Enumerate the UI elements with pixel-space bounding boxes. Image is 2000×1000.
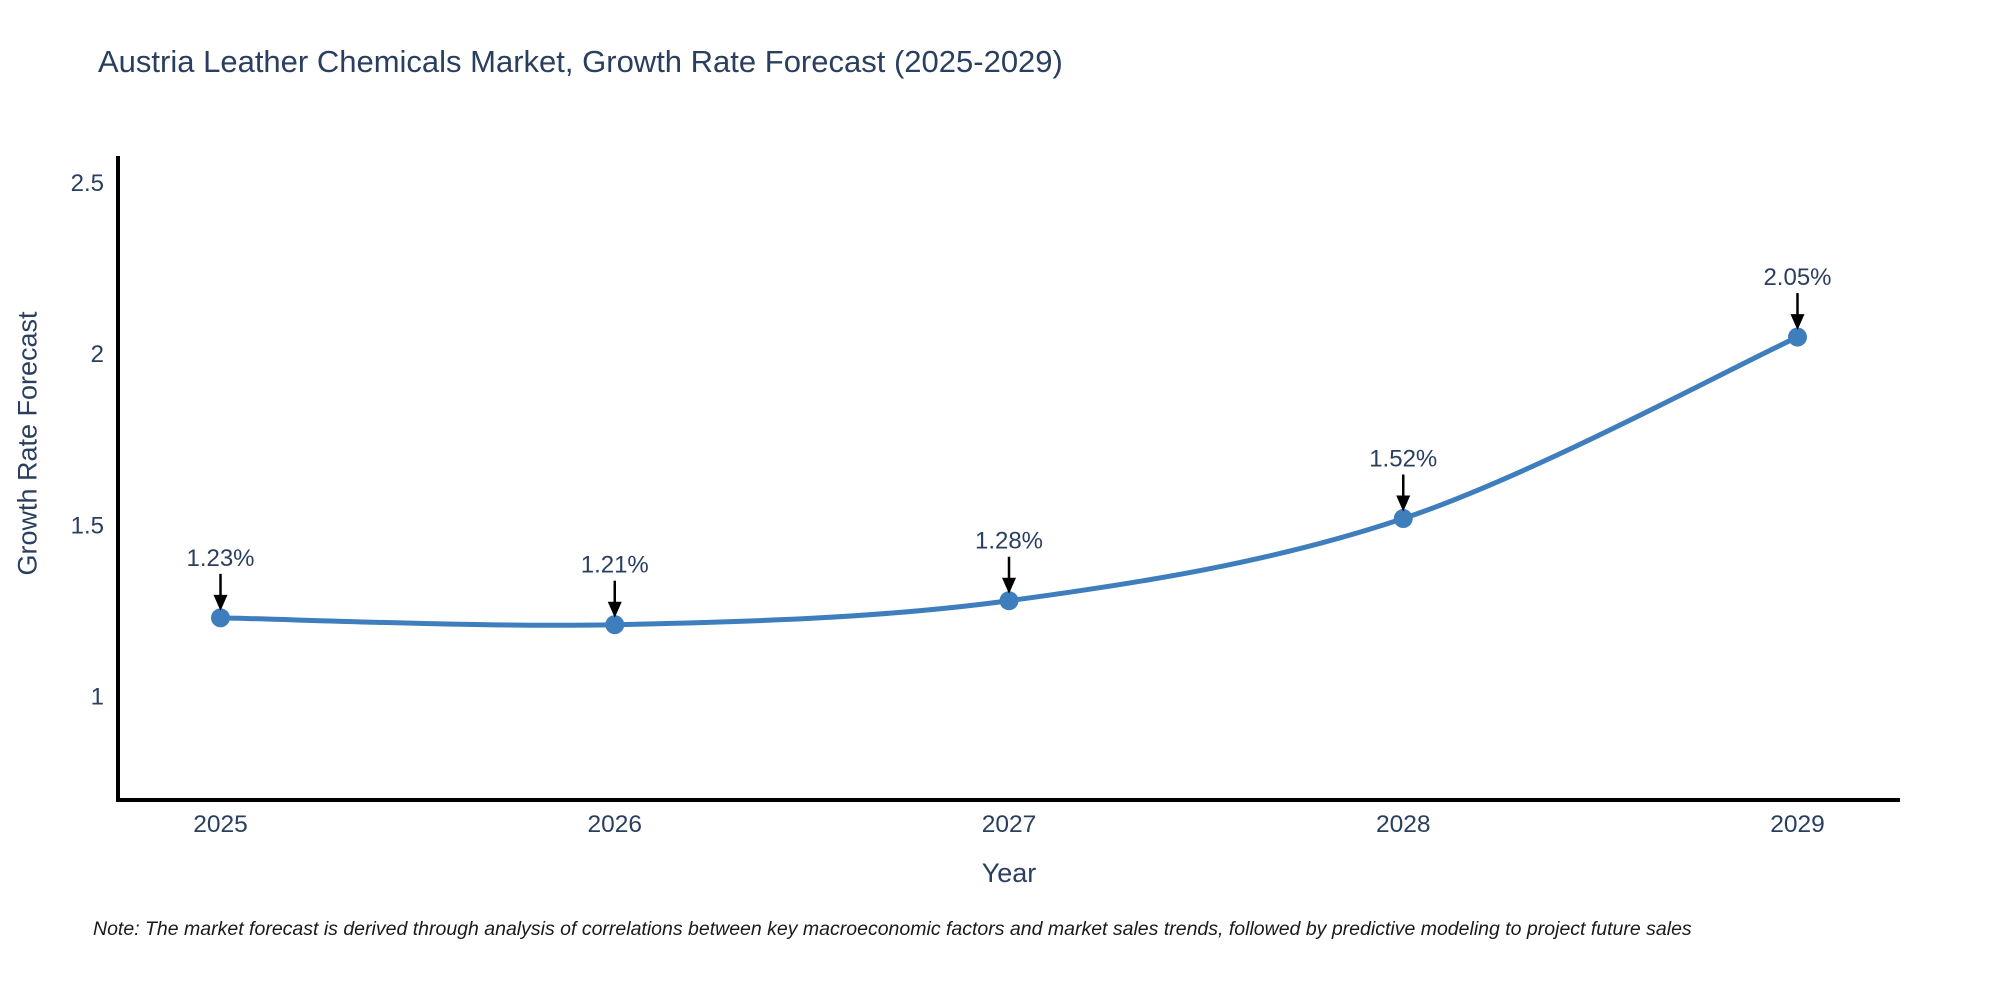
- annotation-arrowhead-icon: [1396, 495, 1411, 512]
- x-axis-title: Year: [981, 858, 1037, 888]
- x-tick-label: 2026: [587, 811, 642, 838]
- y-tick-label: 2.5: [71, 170, 104, 197]
- y-tick-label: 1: [91, 684, 104, 711]
- x-tick-label: 2027: [982, 811, 1037, 838]
- annotation-arrowhead-icon: [1790, 314, 1805, 331]
- annotation-arrowhead-icon: [1002, 577, 1016, 594]
- data-point-2026[interactable]: [605, 615, 625, 635]
- x-tick-label: 2028: [1376, 811, 1431, 838]
- annotation-label: 1.28%: [975, 528, 1043, 555]
- annotation-arrowhead-icon: [607, 601, 622, 618]
- y-tick-label: 1.5: [71, 512, 104, 539]
- data-point-2027[interactable]: [999, 591, 1019, 611]
- y-axis-title: Growth Rate Forecast: [12, 311, 43, 576]
- data-point-2025[interactable]: [211, 608, 231, 628]
- chart-title: Austria Leather Chemicals Market, Growth…: [98, 44, 1063, 79]
- footnote: Note: The market forecast is derived thr…: [93, 918, 1692, 940]
- annotation-label: 1.21%: [581, 552, 649, 579]
- data-point-2028[interactable]: [1393, 509, 1413, 529]
- annotation-label: 1.52%: [1369, 446, 1437, 473]
- annotation-arrowhead-icon: [213, 594, 228, 611]
- annotation-label: 2.05%: [1763, 264, 1831, 291]
- annotation-label: 1.23%: [186, 545, 254, 572]
- x-tick-label: 2025: [193, 811, 248, 838]
- y-tick-label: 2: [91, 341, 104, 368]
- x-tick-label: 2029: [1770, 811, 1825, 838]
- data-point-2029[interactable]: [1787, 327, 1807, 347]
